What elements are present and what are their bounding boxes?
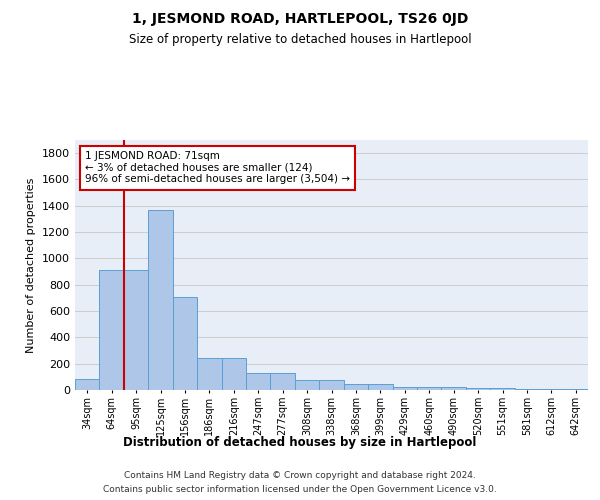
Bar <box>490 388 515 390</box>
Bar <box>368 384 392 390</box>
Bar <box>100 270 124 390</box>
Bar <box>271 373 295 390</box>
Text: 1, JESMOND ROAD, HARTLEPOOL, TS26 0JD: 1, JESMOND ROAD, HARTLEPOOL, TS26 0JD <box>132 12 468 26</box>
Bar <box>295 380 319 390</box>
Bar <box>319 380 344 390</box>
Bar <box>392 386 417 390</box>
Bar <box>221 358 246 390</box>
Bar <box>173 296 197 390</box>
Bar <box>124 270 148 390</box>
Bar <box>466 388 490 390</box>
Bar <box>197 358 221 390</box>
Text: Contains public sector information licensed under the Open Government Licence v3: Contains public sector information licen… <box>103 484 497 494</box>
Bar <box>515 388 539 390</box>
Text: Distribution of detached houses by size in Hartlepool: Distribution of detached houses by size … <box>124 436 476 449</box>
Text: Size of property relative to detached houses in Hartlepool: Size of property relative to detached ho… <box>128 32 472 46</box>
Bar <box>344 384 368 390</box>
Bar <box>442 386 466 390</box>
Text: Contains HM Land Registry data © Crown copyright and database right 2024.: Contains HM Land Registry data © Crown c… <box>124 472 476 480</box>
Y-axis label: Number of detached properties: Number of detached properties <box>26 178 37 352</box>
Bar <box>148 210 173 390</box>
Text: 1 JESMOND ROAD: 71sqm
← 3% of detached houses are smaller (124)
96% of semi-deta: 1 JESMOND ROAD: 71sqm ← 3% of detached h… <box>85 151 350 184</box>
Bar <box>75 380 100 390</box>
Bar <box>417 386 442 390</box>
Bar <box>246 373 271 390</box>
